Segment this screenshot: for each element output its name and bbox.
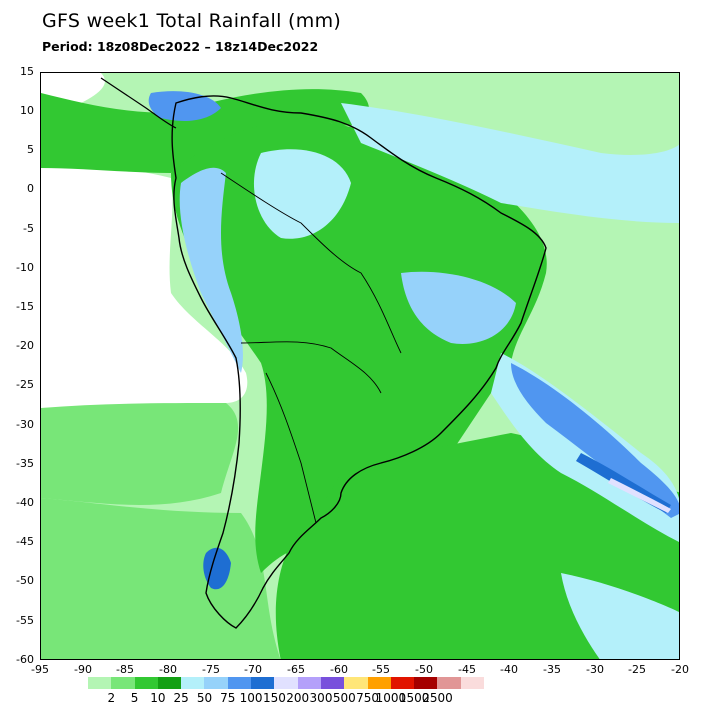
y-tick-label: -40 (16, 496, 34, 509)
dry-area-pacific-north (41, 166, 248, 408)
y-tick-label: -10 (16, 261, 34, 274)
legend-swatch (227, 677, 252, 689)
legend-swatch (460, 677, 485, 689)
legend-label: 1000 (375, 691, 407, 705)
legend-swatch (274, 677, 298, 689)
legend-label: 2500 (422, 691, 453, 705)
y-tick-label: 0 (27, 182, 34, 195)
legend-swatch (367, 677, 391, 689)
legend-label: 2 (107, 691, 116, 705)
x-tick-label: -75 (202, 663, 220, 676)
legend-label: 100 (239, 691, 263, 705)
y-tick-label: -30 (16, 418, 34, 431)
y-tick-label: -60 (16, 653, 34, 666)
y-tick-label: -5 (23, 222, 34, 235)
legend-swatch (414, 677, 438, 689)
legend-label: 75 (220, 691, 236, 705)
y-tick-label: 10 (20, 104, 34, 117)
x-tick-label: -95 (31, 663, 49, 676)
x-tick-label: -85 (116, 663, 134, 676)
legend-label: 150 (262, 691, 286, 705)
map-title: GFS week1 Total Rainfall (mm) (42, 10, 342, 32)
x-tick-label: -80 (159, 663, 177, 676)
x-tick-label: -30 (586, 663, 604, 676)
y-tick-label: 5 (27, 143, 34, 156)
legend-label: 50 (196, 691, 213, 705)
legend-swatch (134, 677, 158, 689)
legend-swatch (111, 677, 135, 689)
y-tick-label: -35 (16, 457, 34, 470)
green-continent (171, 116, 547, 573)
legend-label: 10 (150, 691, 166, 705)
y-tick-label: -50 (16, 574, 34, 587)
legend-label: 200 (286, 691, 310, 705)
dry-area-caribbean (41, 73, 105, 103)
x-tick-label: -60 (330, 663, 348, 676)
y-tick-label: -25 (16, 378, 34, 391)
green-north-band (41, 89, 370, 173)
blue-south-chile (203, 547, 231, 590)
blue-north-venezuela (148, 91, 221, 121)
legend-swatch (297, 677, 321, 689)
legend-swatch (437, 677, 461, 689)
cyan-atlantic-north (341, 103, 679, 223)
x-tick-label: -55 (372, 663, 390, 676)
legend-swatch (390, 677, 415, 689)
y-tick-label: 15 (20, 65, 34, 78)
x-tick-label: -65 (287, 663, 305, 676)
x-tick-label: -35 (543, 663, 561, 676)
legend-swatch (251, 677, 275, 689)
period-label: Period: 18z08Dec2022 – 18z14Dec2022 (42, 39, 319, 54)
rainfall-map (41, 73, 679, 659)
x-tick-label: -45 (458, 663, 476, 676)
x-tick-label: -40 (500, 663, 518, 676)
x-tick-label: -50 (415, 663, 433, 676)
x-tick-label: -20 (671, 663, 689, 676)
blue-central-brazil (401, 271, 516, 344)
y-tick-label: -55 (16, 614, 34, 627)
legend-swatch (204, 677, 228, 689)
country-border (220, 172, 402, 354)
green-band-south (41, 498, 281, 659)
legend-label: 1500 (398, 691, 430, 705)
legend-swatch (344, 677, 368, 689)
country-border (265, 372, 317, 524)
legend-label: 750 (356, 691, 380, 705)
south-america-outline (171, 95, 547, 629)
legend-swatch (88, 677, 112, 689)
lavender-sacz-core (608, 478, 671, 513)
legend-swatch (320, 677, 345, 689)
green-band-pacific (41, 403, 239, 505)
legend-swatch (157, 677, 182, 689)
x-tick-label: -25 (628, 663, 646, 676)
cyan-southeast (561, 573, 679, 659)
blue-andes-north (179, 167, 243, 373)
x-tick-label: -90 (74, 663, 92, 676)
legend-label: 500 (332, 691, 356, 705)
legend-swatch (181, 677, 205, 689)
x-tick-label: -70 (244, 663, 262, 676)
central-america-outline (100, 77, 177, 129)
map-frame (40, 72, 680, 660)
country-border (240, 341, 382, 394)
y-tick-label: -20 (16, 339, 34, 352)
legend-label: 300 (309, 691, 333, 705)
y-tick-label: -15 (16, 300, 34, 313)
y-tick-label: -45 (16, 535, 34, 548)
legend-label: 5 (130, 691, 139, 705)
legend-colorbar (88, 677, 485, 689)
legend-label: 25 (173, 691, 189, 705)
cyan-brazil-blob (253, 149, 351, 239)
blue-sacz (511, 363, 679, 518)
